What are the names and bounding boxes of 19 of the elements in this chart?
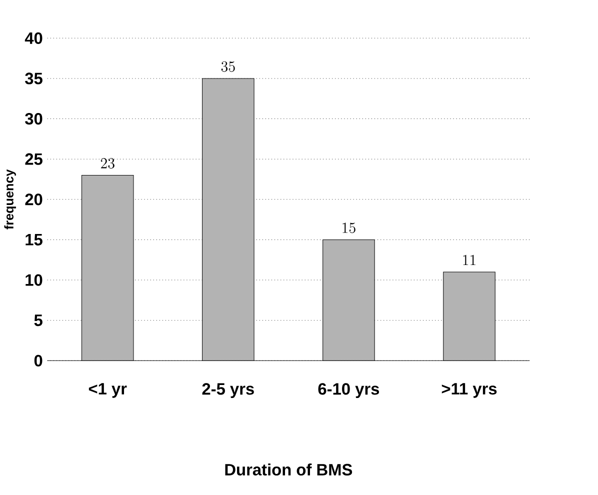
y-tick-label: 0 [34, 354, 42, 366]
data-label: 15 [342, 222, 356, 234]
y-tick-label: 35 [25, 72, 42, 84]
data-label: 35 [221, 61, 235, 72]
y-axis-title: frequency [4, 169, 16, 230]
x-tick-label: 6-10 yrs [318, 383, 380, 398]
y-tick-label: 40 [24, 32, 42, 44]
x-axis-title: Duration of BMS [225, 463, 352, 476]
x-tick-label: >11 yrs [442, 383, 497, 398]
y-tick-label: 25 [25, 153, 42, 165]
data-label: 23 [100, 158, 114, 169]
x-tick-label: 2-5 yrs [202, 383, 254, 398]
y-tick-label: 10 [26, 274, 42, 286]
y-tick-label: 20 [25, 194, 42, 206]
x-tick-label: <1 yr [88, 383, 127, 398]
y-tick-label: 15 [26, 234, 42, 246]
y-tick-label: 30 [25, 112, 42, 125]
data-label: 11 [463, 254, 476, 265]
y-tick-label: 5 [34, 314, 42, 326]
